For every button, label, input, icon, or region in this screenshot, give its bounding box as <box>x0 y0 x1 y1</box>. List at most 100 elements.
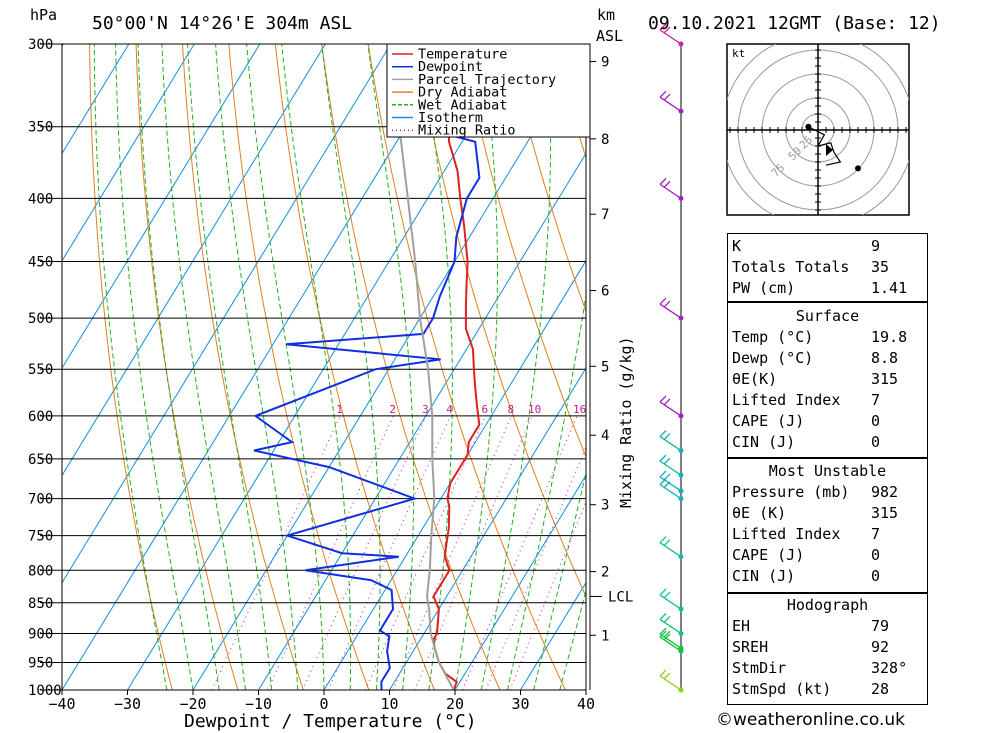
dry-adiabat-line <box>972 44 1000 690</box>
wind-barb <box>659 177 684 201</box>
wind-barb-flag <box>663 672 671 680</box>
height-tick-label: 9 <box>601 55 609 71</box>
height-tick-label: 4 <box>601 428 609 444</box>
mixing-ratio-line <box>211 415 341 690</box>
x-tick-label: 40 <box>577 695 595 713</box>
hodograph-end-dot <box>855 165 861 172</box>
legend-item: Dry Adiabat <box>392 85 507 101</box>
surface-table: Surface Temp (°C) 19.8 Dewp (°C) 8.8 θE(K)… <box>728 306 927 453</box>
index-label: Dewp (°C) <box>732 349 814 367</box>
mixing-ratio-label: 4 <box>446 403 453 416</box>
wind-barb-staff <box>659 484 682 500</box>
wet-adiabat-line <box>321 44 381 690</box>
index-value: 92 <box>871 638 890 656</box>
wind-barb <box>659 470 684 494</box>
height-unit-label: km <box>597 6 615 24</box>
wind-barb-flag <box>659 478 667 486</box>
index-label: θE (K) <box>732 504 787 522</box>
mixing-ratio-label: 10 <box>528 403 541 416</box>
dry-adiabat-line <box>506 44 586 313</box>
index-row: Lifted Index 7 <box>728 524 927 545</box>
wind-barb-flag <box>659 90 667 98</box>
height-tick-label: 8 <box>601 132 609 148</box>
x-axis-title: Dewpoint / Temperature (°C) <box>184 711 477 732</box>
index-row: CAPE (J) 0 <box>728 545 927 566</box>
wind-barb-flag <box>663 457 671 465</box>
wind-barb-flag <box>663 433 671 441</box>
x-tick-label: −30 <box>114 695 141 713</box>
wet-adiabat-line <box>559 588 586 690</box>
isotherm-line <box>62 44 130 155</box>
isotherm-line <box>389 367 586 690</box>
index-label: Lifted Index <box>732 525 841 543</box>
index-label: CAPE (J) <box>732 546 805 564</box>
wind-barb-flag <box>663 180 671 188</box>
wet-adiabat-line <box>533 470 586 690</box>
dry-adiabat-line <box>228 44 370 690</box>
index-row: CIN (J) 0 <box>728 432 927 453</box>
dry-adiabat-line <box>460 44 586 459</box>
legend-item: Parcel Trajectory <box>392 72 556 88</box>
wind-barb-flag <box>659 630 667 638</box>
pressure-tick-label: 400 <box>28 191 53 207</box>
wind-barb <box>659 454 684 478</box>
index-value: 8.8 <box>871 349 899 367</box>
index-row: Lifted Index 7 <box>728 390 927 411</box>
wind-barb-staff <box>659 636 682 652</box>
wind-barb-staff <box>659 675 682 691</box>
mixing-ratio-line <box>485 445 586 690</box>
index-label: θE(K) <box>732 370 778 388</box>
height-tick-label: 1 <box>601 628 609 644</box>
pressure-tick-label: 450 <box>28 255 53 271</box>
wind-barb-flag <box>659 588 667 596</box>
wind-barb <box>659 90 684 114</box>
index-label: K <box>732 237 742 255</box>
pressure-tick-label: 800 <box>28 563 53 579</box>
index-row: StmSpd (kt) 28 <box>728 679 927 700</box>
index-value: 35 <box>871 258 890 276</box>
isotherm-line <box>62 44 195 262</box>
height-tick-label: 7 <box>601 207 609 223</box>
credit-link[interactable]: ©weatheronline.co.uk <box>716 710 906 730</box>
height-tick-label: 3 <box>601 498 609 514</box>
index-row: θE(K) 315 <box>728 369 927 390</box>
wind-barb-flag <box>659 23 667 31</box>
pressure-tick-label: 600 <box>28 409 53 425</box>
dry-adiabat-line <box>925 44 1000 690</box>
wind-barb-flag <box>663 633 671 641</box>
legend-item: Isotherm <box>392 110 483 126</box>
legend-box <box>386 43 591 138</box>
pressure-tick-label: 950 <box>28 655 53 671</box>
wind-barb-flag <box>663 300 671 308</box>
wind-barb-flag <box>659 454 667 462</box>
temperature-line <box>432 44 481 690</box>
index-row: CAPE (J) 0 <box>728 411 927 432</box>
index-row: EH 79 <box>728 616 927 637</box>
location-label: 50°00'N 14°26'E 304m ASL <box>92 13 352 34</box>
wind-barb-staff <box>659 476 682 492</box>
index-value: 315 <box>871 504 899 522</box>
wet-adiabat-line <box>454 44 498 690</box>
wind-barb-flag <box>659 297 667 305</box>
mixing-ratio-label: 2 <box>389 403 396 416</box>
wind-barb <box>659 630 684 654</box>
mixing-ratio-line <box>267 415 394 690</box>
index-label: CIN (J) <box>732 567 796 585</box>
height-tick-label: 6 <box>601 284 609 300</box>
x-tick-label: 20 <box>446 695 464 713</box>
index-value: 7 <box>871 391 881 409</box>
legend-item: Dewpoint <box>392 59 483 75</box>
legend-label: Isotherm <box>418 110 483 126</box>
mixing-ratio-line <box>462 415 578 690</box>
hodograph-unit-label: kt <box>732 47 745 60</box>
wind-barb <box>659 395 684 419</box>
wind-barb-staff <box>659 542 682 558</box>
hodograph-table: Hodograph EH 79 SREH 92 StmDir 328° StmSpd … <box>728 595 927 700</box>
pressure-tick-label: 750 <box>28 529 53 545</box>
x-tick-label: 0 <box>319 695 328 713</box>
lcl-label: LCL <box>608 589 633 605</box>
index-row: CIN (J) 0 <box>728 566 927 587</box>
index-row: SREH 92 <box>728 637 927 658</box>
wind-barb-flag <box>663 539 671 547</box>
